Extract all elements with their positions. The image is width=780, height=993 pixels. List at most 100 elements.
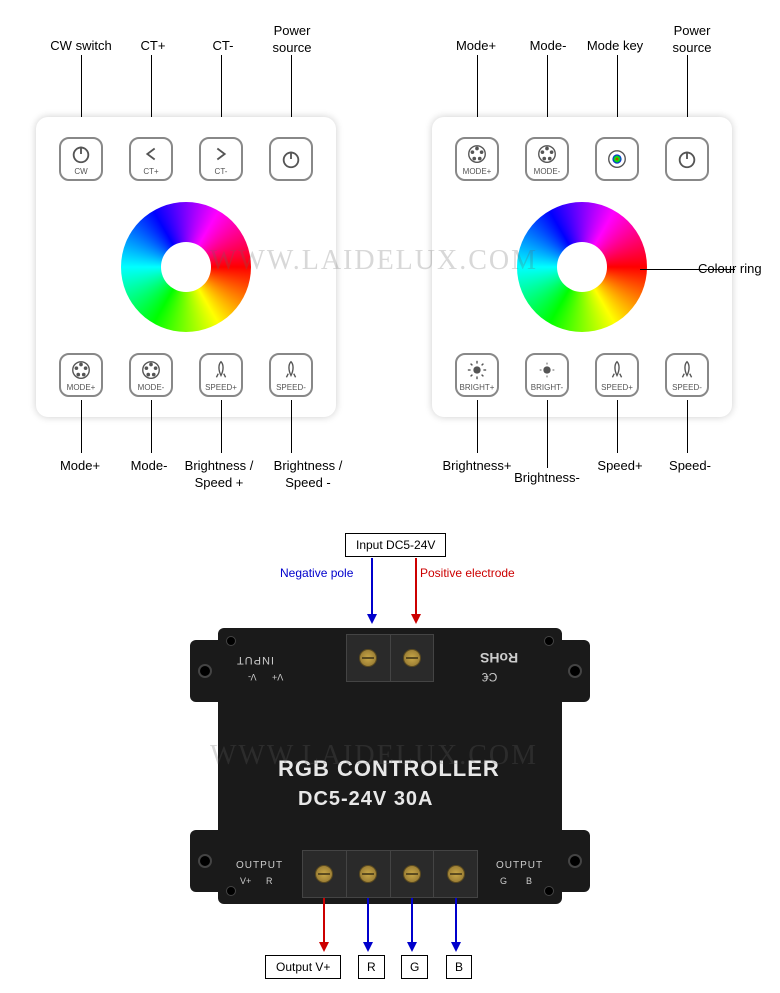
line <box>477 400 478 453</box>
corner-hole <box>544 636 554 646</box>
btn-speedp[interactable]: SPEED+ <box>199 353 243 397</box>
corner-hole <box>226 636 236 646</box>
arrow-pos <box>415 558 417 618</box>
sun-dim-icon <box>536 359 558 381</box>
r-out: R <box>266 876 273 886</box>
out-b-box: B <box>446 955 472 979</box>
btn-lbl: MODE- <box>138 383 165 392</box>
corner-hole <box>544 886 554 896</box>
label-ct-plus: CT+ <box>133 38 173 55</box>
arr-g <box>411 898 413 946</box>
arr-b-h <box>451 942 461 952</box>
label-cw-switch: CW switch <box>46 38 116 55</box>
btn2-modep[interactable]: MODE+ <box>455 137 499 181</box>
btn-lbl: BRIGHT- <box>531 383 563 392</box>
greater-icon <box>210 143 232 165</box>
arr-g-h <box>407 942 417 952</box>
btn-modep[interactable]: MODE+ <box>59 353 103 397</box>
ring-center <box>557 242 607 292</box>
rocket-icon <box>676 359 698 381</box>
btn-lbl: CT- <box>215 167 228 176</box>
vminus: V- <box>248 672 257 682</box>
btn-speedm[interactable]: SPEED- <box>269 353 313 397</box>
b-out: B <box>526 876 532 886</box>
line <box>151 400 152 453</box>
label-ct-minus: CT- <box>203 38 243 55</box>
line <box>291 400 292 453</box>
label-speedp: Speed+ <box>590 458 650 475</box>
vplus: V+ <box>272 672 283 682</box>
out-r-box: R <box>358 955 385 979</box>
input-terminal <box>346 634 434 682</box>
power-icon <box>676 148 698 170</box>
line <box>617 400 618 453</box>
btn2-brightp[interactable]: BRIGHT+ <box>455 353 499 397</box>
arr-b <box>455 898 457 946</box>
line <box>547 400 548 468</box>
btn-lbl: SPEED+ <box>205 383 237 392</box>
btn-ctplus[interactable]: CT+ <box>129 137 173 181</box>
arr-r-h <box>363 942 373 952</box>
g-out: G <box>500 876 507 886</box>
btn-modem[interactable]: MODE- <box>129 353 173 397</box>
rocket-icon <box>606 359 628 381</box>
input-text: INPUT <box>236 654 274 666</box>
btn-lbl: CW <box>74 167 87 176</box>
line <box>221 400 222 453</box>
btn2-speedm[interactable]: SPEED- <box>665 353 709 397</box>
reel-icon <box>536 143 558 165</box>
rocket-icon <box>280 359 302 381</box>
output-terminal <box>302 850 478 898</box>
sun-icon <box>466 359 488 381</box>
rohs: RoHS <box>480 650 518 666</box>
arrow-neg-head <box>367 614 377 624</box>
term-r <box>347 851 391 897</box>
label-power1: Power source <box>262 23 322 57</box>
out-vplus-box: Output V+ <box>265 955 341 979</box>
btn2-brightm[interactable]: BRIGHT- <box>525 353 569 397</box>
label-modep2: Mode+ <box>446 38 506 55</box>
btn-lbl: MODE- <box>534 167 561 176</box>
btn2-modem[interactable]: MODE- <box>525 137 569 181</box>
arr-vplus <box>323 898 325 946</box>
hole <box>198 854 212 868</box>
label-power2: Power source <box>662 23 722 57</box>
btn2-modekey[interactable] <box>595 137 639 181</box>
less-icon <box>140 143 162 165</box>
output-left: OUTPUT <box>236 860 283 871</box>
btn-lbl: MODE+ <box>463 167 492 176</box>
btn2-power[interactable] <box>665 137 709 181</box>
ce: C€ <box>482 670 497 684</box>
watermark-2: WWW.LAIDELUX.COM <box>210 740 538 772</box>
btn-lbl: SPEED- <box>276 383 306 392</box>
btn-lbl: MODE+ <box>67 383 96 392</box>
label-modem2: Mode- <box>523 38 573 55</box>
power-icon <box>70 143 92 165</box>
vplus-out: V+ <box>240 876 251 886</box>
label-bsm: Brightness / Speed - <box>263 458 353 492</box>
btn-power1[interactable] <box>269 137 313 181</box>
input-label-box: Input DC5-24V <box>345 533 446 557</box>
btn-lbl: CT+ <box>143 167 158 176</box>
out-g-box: G <box>401 955 428 979</box>
output-right: OUTPUT <box>496 860 543 871</box>
btn-ctminus[interactable]: CT- <box>199 137 243 181</box>
arr-r <box>367 898 369 946</box>
hole <box>568 854 582 868</box>
terminal-vplus <box>391 635 434 681</box>
rocket-icon <box>210 359 232 381</box>
term-b <box>434 851 477 897</box>
colour-wheel-icon <box>606 148 628 170</box>
label-bsp: Brightness / Speed + <box>174 458 264 492</box>
btn-cw[interactable]: CW <box>59 137 103 181</box>
reel-icon <box>466 143 488 165</box>
btn2-speedp[interactable]: SPEED+ <box>595 353 639 397</box>
btn-lbl: BRIGHT+ <box>460 383 495 392</box>
terminal-vminus <box>347 635 391 681</box>
reel-icon <box>70 359 92 381</box>
term-g <box>391 851 435 897</box>
btn-lbl: SPEED+ <box>601 383 633 392</box>
watermark-1: WWW.LAIDELUX.COM <box>210 245 538 277</box>
hole <box>198 664 212 678</box>
line <box>81 400 82 453</box>
